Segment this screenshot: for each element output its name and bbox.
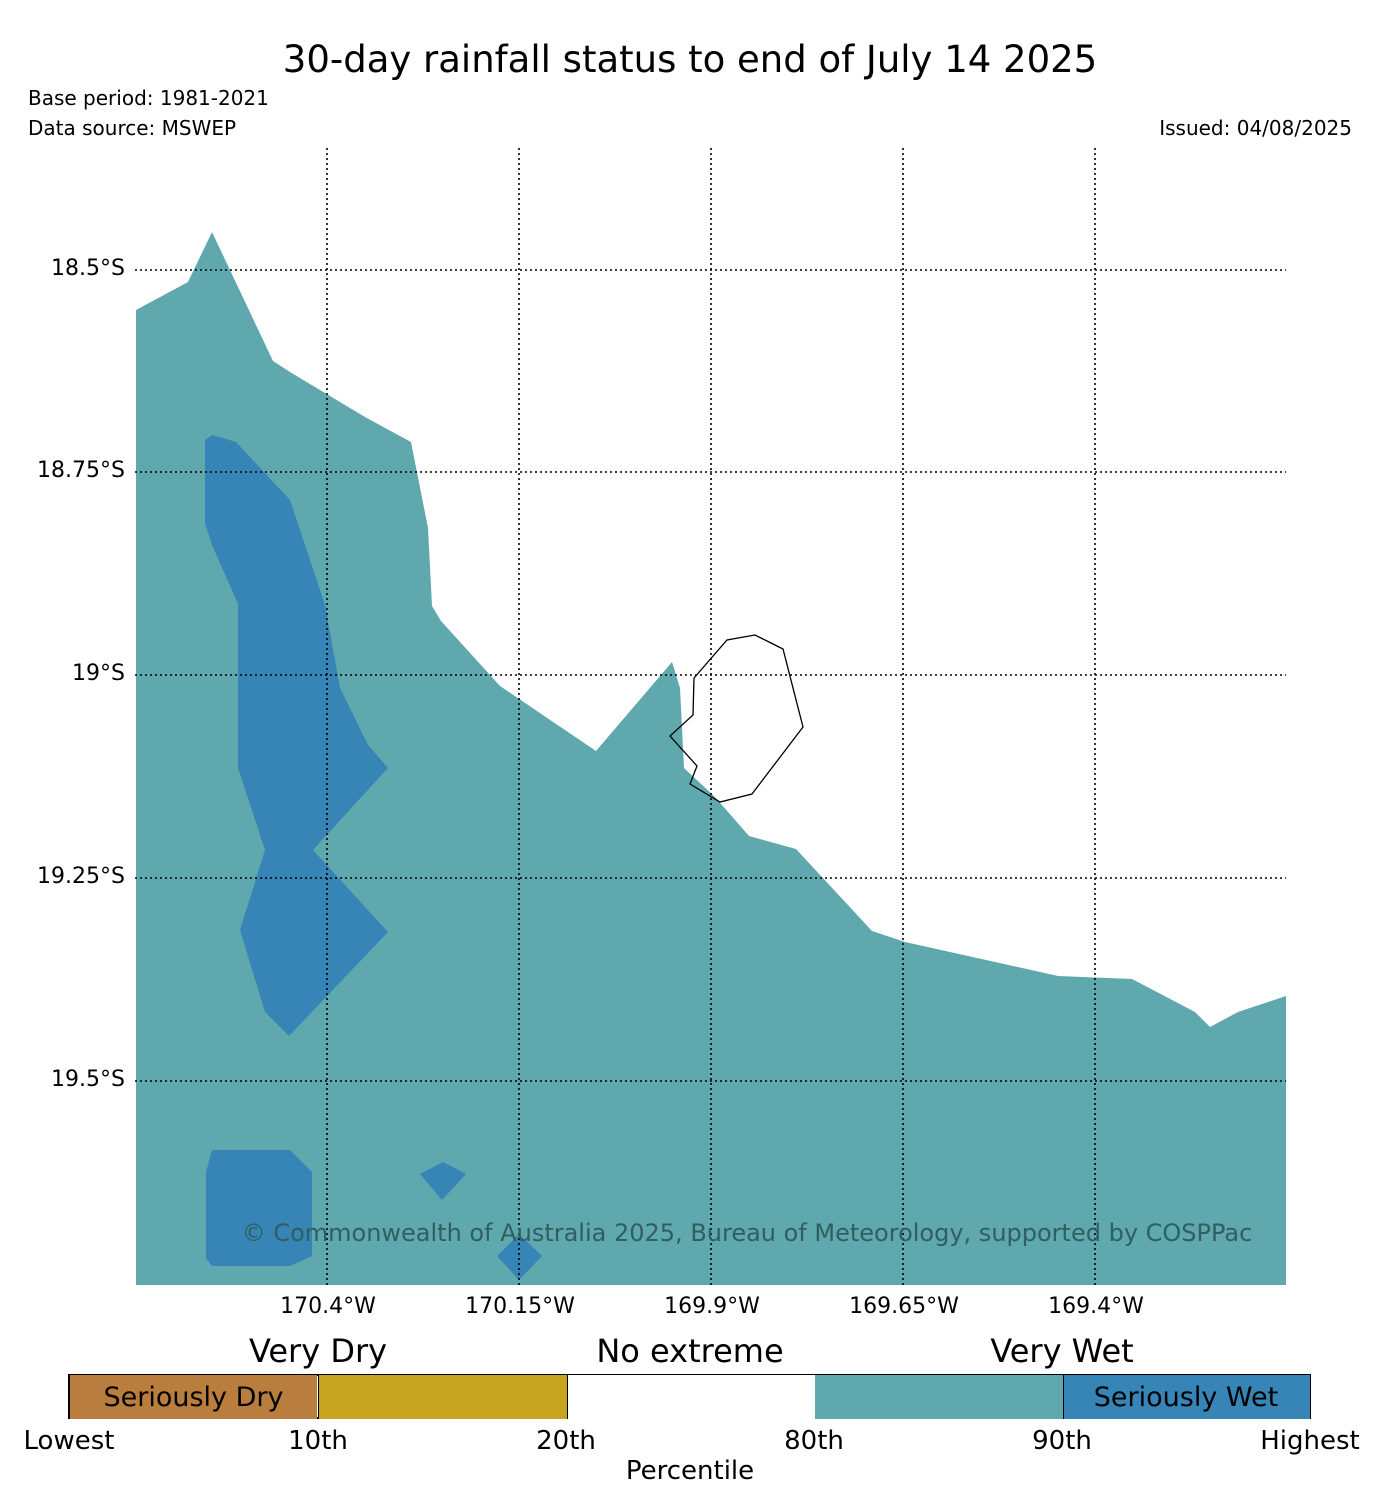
lon-label: 169.65°W bbox=[849, 1294, 959, 1319]
lon-label: 169.9°W bbox=[664, 1294, 760, 1319]
legend-swatch-very-dry bbox=[318, 1375, 567, 1419]
legend-swatch-very-wet bbox=[815, 1375, 1063, 1419]
lat-label: 19°S bbox=[72, 661, 125, 686]
legend-swatch-seriously-wet bbox=[1063, 1375, 1310, 1419]
lon-label: 169.4°W bbox=[1048, 1294, 1144, 1319]
gridlines bbox=[135, 148, 1286, 1286]
legend-swatch-seriously-dry bbox=[70, 1375, 317, 1419]
legend-tick: 10th bbox=[288, 1426, 348, 1456]
seriously-wet-region bbox=[497, 1234, 542, 1280]
map-title: 30-day rainfall status to end of July 14… bbox=[282, 38, 1098, 81]
seriously-wet-region bbox=[206, 1150, 312, 1266]
copyright-notice: © Commonwealth of Australia 2025, Bureau… bbox=[241, 1219, 1253, 1247]
seriously-wet-region bbox=[205, 435, 388, 1036]
lon-label: 170.15°W bbox=[465, 1294, 575, 1319]
lat-label: 18.75°S bbox=[37, 458, 125, 483]
legend-swatch-no-extreme bbox=[567, 1375, 815, 1419]
legend-axis-title: Percentile bbox=[625, 1456, 755, 1486]
legend-tick: Lowest bbox=[23, 1426, 115, 1456]
seriously-wet-region bbox=[420, 1162, 466, 1200]
legend-tick: Highest bbox=[1260, 1426, 1360, 1456]
legend-label-seriously-wet: Seriously Wet bbox=[1093, 1382, 1279, 1413]
lat-label: 19.25°S bbox=[37, 864, 125, 889]
legend-tick: 80th bbox=[784, 1426, 844, 1456]
lat-label: 18.5°S bbox=[51, 256, 125, 281]
issued-date: Issued: 04/08/2025 bbox=[1159, 116, 1352, 140]
legend-tick: 90th bbox=[1032, 1426, 1092, 1456]
coastline-outline bbox=[669, 634, 804, 803]
lat-label: 19.5°S bbox=[51, 1067, 125, 1092]
legend-category: Very Wet bbox=[990, 1332, 1134, 1370]
base-period: Base period: 1981-2021 bbox=[28, 86, 269, 110]
very-wet-region bbox=[136, 232, 1286, 1285]
lon-label: 170.4°W bbox=[280, 1294, 376, 1319]
legend-category: No extreme bbox=[596, 1332, 784, 1370]
legend-tick: 20th bbox=[536, 1426, 596, 1456]
legend-category: Very Dry bbox=[248, 1332, 388, 1370]
legend-label-seriously-dry: Seriously Dry bbox=[103, 1382, 284, 1413]
data-source: Data source: MSWEP bbox=[28, 116, 237, 140]
